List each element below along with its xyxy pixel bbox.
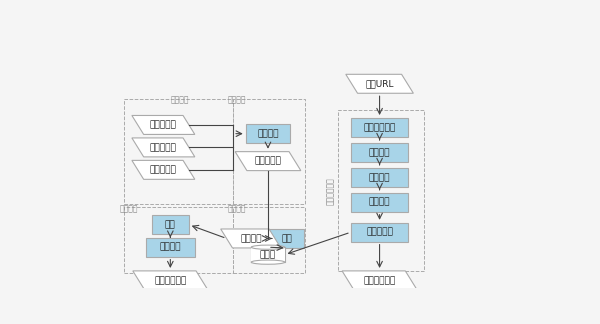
Bar: [338, 110, 424, 271]
Polygon shape: [251, 247, 285, 262]
Bar: [351, 168, 409, 187]
Bar: [233, 99, 305, 203]
Bar: [351, 193, 409, 212]
Polygon shape: [132, 160, 195, 179]
Text: 建立索引库: 建立索引库: [366, 228, 393, 237]
Bar: [124, 99, 233, 203]
Polygon shape: [132, 138, 195, 157]
Bar: [351, 223, 409, 242]
Text: 检索结果: 检索结果: [240, 234, 262, 243]
Bar: [351, 143, 409, 162]
Polygon shape: [132, 115, 195, 134]
Bar: [152, 215, 189, 234]
Text: 热搜关键词: 热搜关键词: [150, 143, 177, 152]
Text: 分词处理: 分词处理: [369, 198, 391, 207]
Text: 索引库: 索引库: [260, 250, 276, 259]
Bar: [245, 124, 290, 143]
Text: 数据收集: 数据收集: [369, 173, 391, 182]
Bar: [124, 207, 233, 273]
Bar: [146, 238, 194, 257]
Text: 处理模块: 处理模块: [227, 96, 246, 105]
Bar: [269, 229, 304, 248]
Polygon shape: [342, 271, 417, 290]
Text: 内容清洗: 内容清洗: [369, 148, 391, 157]
Text: 排序: 排序: [165, 220, 176, 229]
Text: 输入模块: 输入模块: [170, 96, 189, 105]
Polygon shape: [133, 271, 208, 290]
Ellipse shape: [251, 245, 285, 249]
Text: 索引建立模块: 索引建立模块: [326, 177, 335, 205]
Bar: [233, 207, 305, 273]
Text: 分页处理: 分页处理: [160, 243, 181, 252]
Text: 百科词条信息: 百科词条信息: [154, 276, 187, 285]
Text: 查询: 查询: [281, 234, 292, 243]
Polygon shape: [346, 74, 413, 93]
Text: 查询模块: 查询模块: [227, 205, 246, 214]
Text: 显示模块: 显示模块: [119, 205, 138, 214]
Text: 图识关键词: 图识关键词: [150, 165, 177, 174]
Text: 分词后词语: 分词后词语: [254, 156, 281, 166]
Text: 爬取网页内容: 爬取网页内容: [364, 123, 396, 132]
Bar: [351, 118, 409, 137]
Polygon shape: [221, 229, 281, 248]
Text: 调条URL: 调条URL: [365, 79, 394, 88]
Polygon shape: [235, 152, 301, 171]
Text: 百科调条词典: 百科调条词典: [364, 276, 396, 285]
Text: 关键词输入: 关键词输入: [150, 121, 177, 130]
Text: 分词处理: 分词处理: [257, 129, 279, 138]
Ellipse shape: [251, 260, 285, 264]
